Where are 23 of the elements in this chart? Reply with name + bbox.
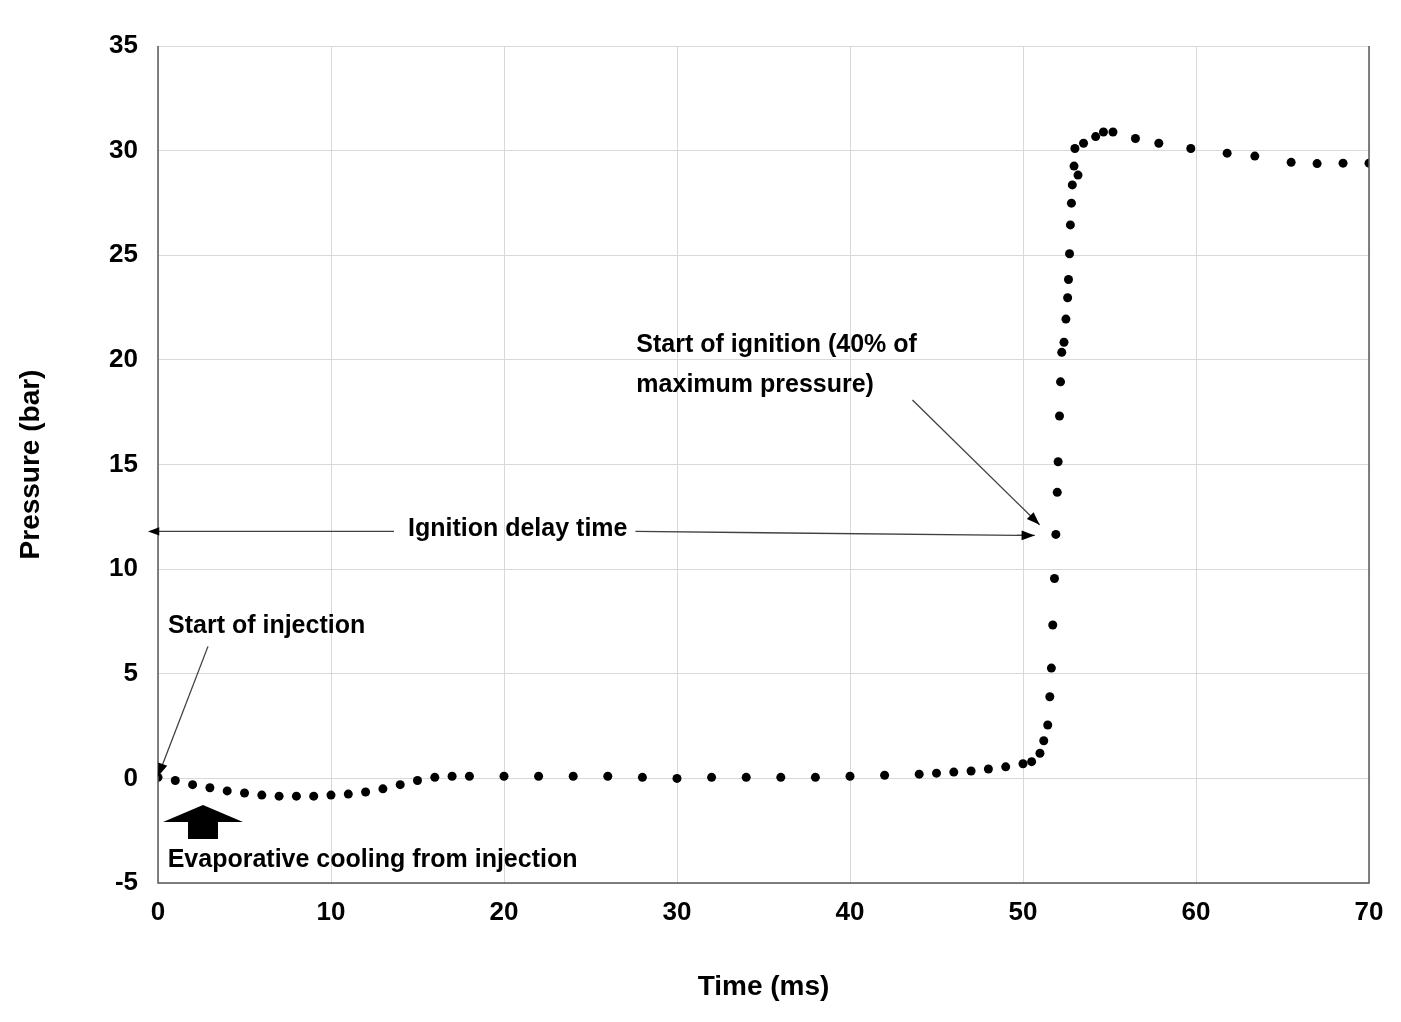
y-tick-label: 25 [109,238,138,269]
x-tick-label: 40 [835,895,865,926]
x-tick-label: 10 [316,895,346,926]
annotation: Start of ignition (40% of maximum pressure) [636,328,918,397]
x-tick-label: 20 [489,895,519,926]
y-tick-label: 20 [109,343,138,374]
x-tick-label: 60 [1181,895,1211,926]
y-axis-title: Pressure (bar) [13,369,45,560]
x-tick-label: 30 [662,895,692,926]
annotation: Ignition delay time [407,513,628,542]
y-tick-label: -5 [114,866,138,897]
annotation: Start of injection [168,610,366,639]
x-tick-label: 50 [1008,895,1038,926]
y-tick-label: 15 [109,447,138,478]
y-tick-label: 10 [109,552,138,583]
y-tick-label: 5 [123,656,138,687]
x-axis-title: Time (ms) [697,969,830,1001]
y-tick-label: 35 [109,29,138,60]
y-tick-label: 0 [123,761,138,792]
y-tick-label: 30 [109,133,138,164]
x-tick-label: 0 [150,895,166,926]
x-tick-label: 70 [1354,895,1384,926]
annotation: Evaporative cooling from injection [167,843,578,872]
